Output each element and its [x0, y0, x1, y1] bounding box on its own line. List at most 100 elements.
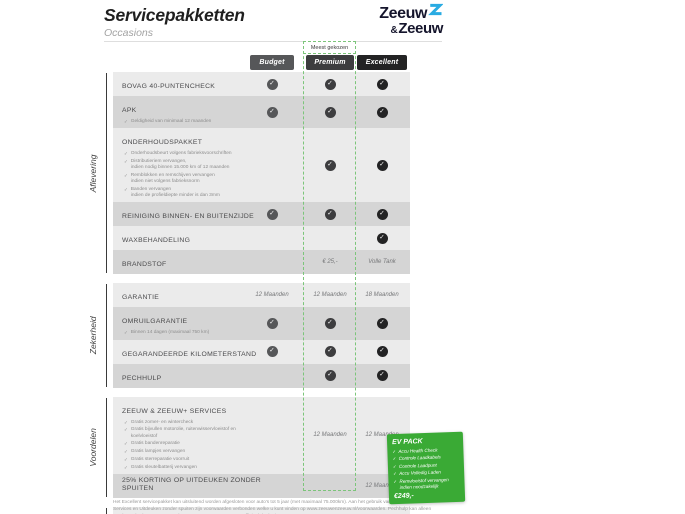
value-cell-excellent: ✓: [358, 72, 406, 96]
ev-pack-card: EV PACK ✓ Accu Health Check ✓ Controle Laad…: [386, 431, 466, 505]
value-cell-excellent: 12 Maanden: [358, 397, 406, 474]
table-row: GEGARANDEERDE KILOMETERSTAND ✓ ✓ ✓: [113, 339, 410, 364]
check-icon: ✓: [266, 208, 278, 220]
table-row: GARANTIE 12 Maanden 12 Maanden 18 Maanden: [113, 283, 410, 308]
row-label: BRANDSTOF: [122, 261, 167, 269]
title-block: Servicepakketten Occasions: [104, 5, 245, 39]
check-icon: ✓: [376, 232, 388, 244]
row-sub-item: ✓ Gratis sterreparatie voorruit: [124, 456, 190, 462]
row-sub-item: ✓ Gratis bijvullen motorolie, ruitenwisse…: [124, 427, 236, 439]
value-cell-excellent: ✓: [358, 202, 406, 226]
check-icon: ✓: [324, 370, 336, 382]
value-cell-premium: ✓: [306, 96, 354, 128]
check-bullet-icon: ✓: [124, 464, 128, 470]
check-icon: ✓: [376, 208, 388, 220]
table-row: ZEEUW & ZEEUW+ SERVICES ✓ Gratis zomer- en…: [113, 396, 410, 474]
check-icon: ✓: [266, 78, 278, 90]
value-text: 12 Maanden: [255, 292, 289, 299]
row-label: OMRUILGARANTIE ✓ Binnen 14 dagen (maximaal…: [122, 318, 210, 336]
check-bullet-icon: ✓: [392, 463, 397, 470]
check-bullet-icon: ✓: [124, 441, 128, 447]
value-cell-budget: [248, 474, 296, 498]
value-cell-excellent: ✓: [358, 96, 406, 128]
row-label: BOVAG 40-PUNTENCHECK: [122, 83, 216, 90]
logo-z-icon: [428, 2, 444, 21]
check-bullet-icon: ✓: [124, 186, 128, 192]
table-row: LEEFTIJD AUTO < 24 MAANDEN (MAX. 30.000K…: [113, 507, 410, 514]
value-cell-budget: ✓: [248, 202, 296, 226]
check-icon: ✓: [324, 346, 336, 358]
check-icon: ✓: [376, 317, 388, 329]
value-cell-budget: 12 Maanden: [248, 283, 296, 307]
value-cell-premium: 12 Maanden: [306, 283, 354, 307]
value-cell-budget: [248, 397, 296, 474]
check-bullet-icon: ✓: [124, 151, 128, 157]
value-text: 18 Maanden: [365, 292, 399, 299]
value-cell-premium: ✓: [306, 128, 354, 202]
check-bullet-icon: ✓: [124, 456, 128, 462]
value-cell-budget: [248, 364, 296, 388]
ev-pack-item: ✓ Remvloeistof vervangen indien noodzakel…: [393, 477, 449, 490]
check-bullet-icon: ✓: [124, 119, 128, 124]
column-header-budget[interactable]: Budget: [250, 55, 294, 70]
value-text: Volle Tank: [368, 259, 396, 266]
value-cell-budget: [248, 128, 296, 202]
row-sub-item: ✓ Gratis bandenreparatie: [124, 441, 180, 447]
check-icon: ✓: [324, 106, 336, 118]
row-sub-item: ✓ Banden vervangen indien de profieldiept…: [124, 186, 220, 199]
value-text: 12 Maanden: [313, 292, 347, 299]
value-text: 12 Maanden: [365, 432, 399, 439]
value-text: 12 Maanden: [365, 482, 399, 489]
check-icon: ✓: [376, 78, 388, 90]
check-icon: ✓: [324, 208, 336, 220]
footnote: Het Excellent servicepakket kan uitsluit…: [113, 499, 432, 512]
value-cell-premium: ✓: [306, 340, 354, 364]
value-cell-excellent: 18 Maanden: [358, 283, 406, 307]
value-cell-premium: ✓: [306, 72, 354, 96]
table-row: ONDERHOUDSPAKKET ✓ Onderhoudsbeurt volgens…: [113, 128, 410, 203]
table-row: REINIGING BINNEN- EN BUITENZIJDE ✓ ✓ ✓: [113, 202, 410, 227]
value-cell-premium: [306, 474, 354, 498]
row-sub-item: ✓ Gratis sleutelbatterij vervangen: [124, 464, 197, 470]
value-cell-budget: [248, 250, 296, 274]
row-sub-item: ✓ Binnen 14 dagen (maximaal 750 km): [124, 330, 210, 336]
section-bracket-line: [106, 73, 107, 274]
check-icon: ✓: [266, 106, 278, 118]
table-row: PECHHULP ✓ ✓: [113, 363, 410, 388]
table-row: OMRUILGARANTIE ✓ Binnen 14 dagen (maximaal…: [113, 307, 410, 340]
value-cell-excellent: ✓: [358, 307, 406, 339]
page-subtitle: Occasions: [104, 27, 154, 39]
logo-word-1: Zeeuw: [379, 4, 427, 22]
table-row: WAXBEHANDELING ✓: [113, 226, 410, 251]
check-icon: ✓: [266, 346, 278, 358]
value-cell-excellent: 12 Maanden: [358, 474, 406, 498]
row-sub-item: ✓ Distributieriem vervangen, indien nodig…: [124, 158, 230, 171]
value-text: € 25,-: [322, 259, 338, 266]
row-sub-item: ✓ Gratis zomer- en wintercheck: [124, 419, 194, 425]
section-label: Zekerheid: [88, 316, 98, 355]
row-label: ONDERHOUDSPAKKET ✓ Onderhoudsbeurt volgens…: [122, 139, 232, 199]
column-header-premium[interactable]: Premium: [306, 55, 354, 70]
row-label: REINIGING BINNEN- EN BUITENZIJDE: [122, 213, 254, 221]
value-cell-excellent: ✓: [358, 340, 406, 364]
check-icon: ✓: [376, 159, 388, 171]
check-bullet-icon: ✓: [124, 419, 128, 425]
check-icon: ✓: [376, 370, 388, 382]
zeeuw-logo: Zeeuw & Zeeuw: [348, 2, 444, 38]
value-cell-excellent: ✓: [358, 364, 406, 388]
row-label: ZEEUW & ZEEUW+ SERVICES ✓ Gratis zomer- en…: [122, 407, 236, 470]
logo-ampersand: &: [390, 25, 398, 36]
section-label: Kosten: [82, 507, 104, 514]
row-sub-item: ✓ Gratis lampjes vervangen: [124, 449, 186, 455]
ev-pack-price: €249,-: [393, 492, 414, 500]
section-voordelen: Voordelen ZEEUW & ZEEUW+ SERVICES ✓ Gratis …: [88, 396, 410, 499]
check-bullet-icon: ✓: [124, 449, 128, 455]
check-bullet-icon: ✓: [393, 471, 397, 477]
value-cell-premium: ✓: [306, 364, 354, 388]
check-bullet-icon: ✓: [124, 172, 128, 178]
row-label: WAXBEHANDELING: [122, 237, 191, 245]
column-header-excellent[interactable]: Excellent: [357, 55, 407, 70]
check-bullet-icon: ✓: [392, 456, 397, 462]
value-cell-premium: [306, 226, 354, 250]
